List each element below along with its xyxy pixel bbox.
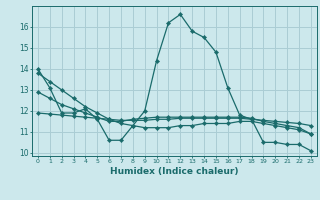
X-axis label: Humidex (Indice chaleur): Humidex (Indice chaleur) xyxy=(110,167,239,176)
